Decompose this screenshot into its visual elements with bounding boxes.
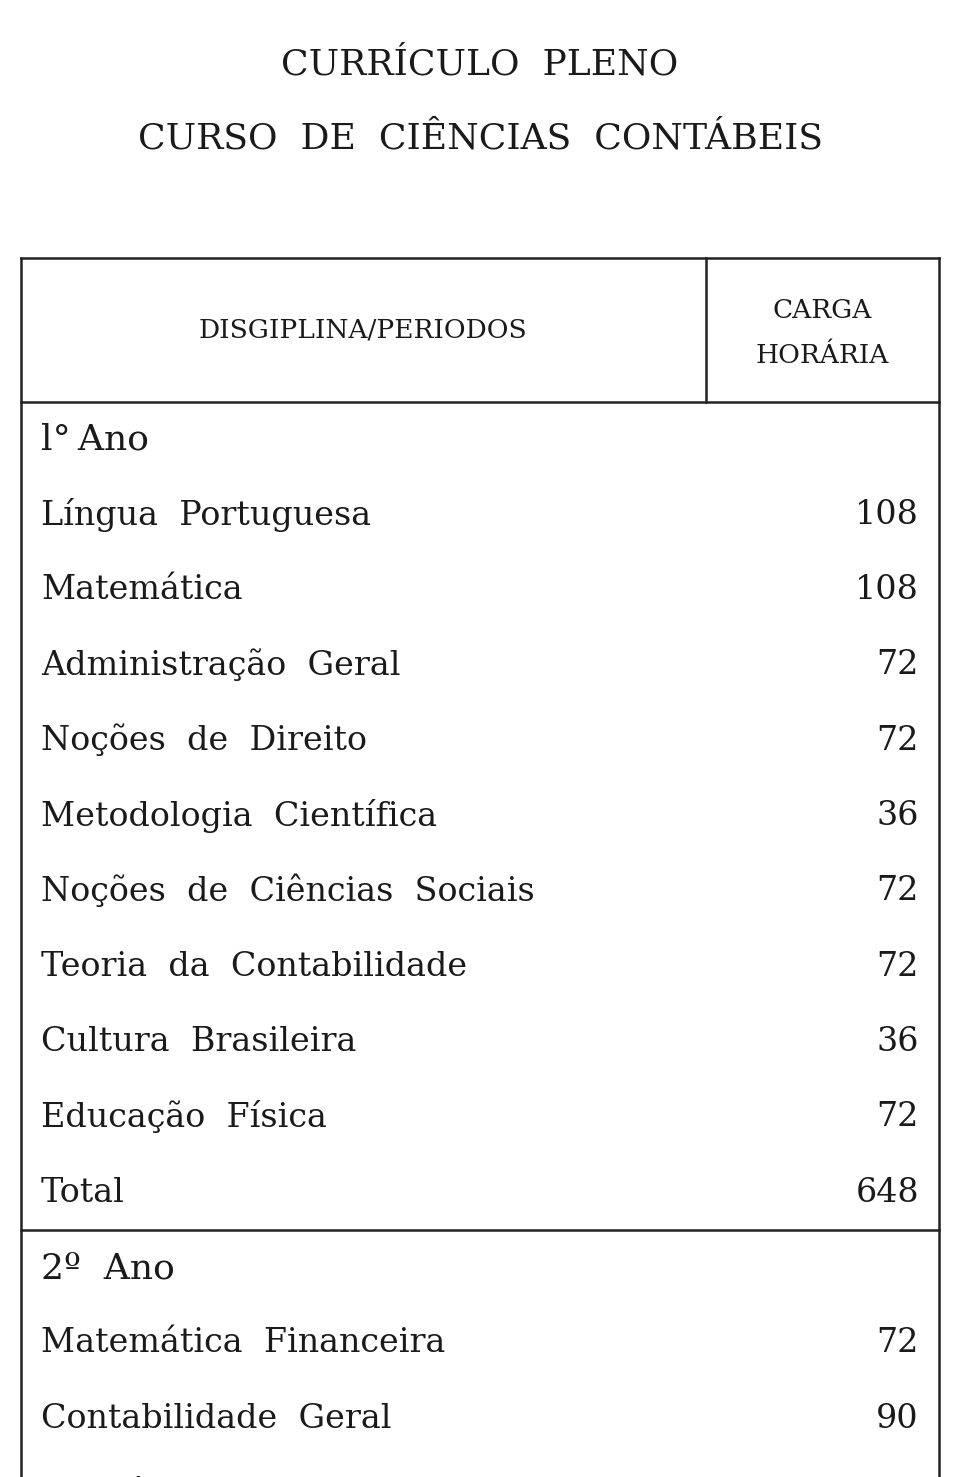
Text: 72: 72 <box>876 951 919 982</box>
Text: Língua  Portuguesa: Língua Portuguesa <box>41 498 372 532</box>
Text: 72: 72 <box>876 1102 919 1133</box>
Text: Educação  Física: Educação Física <box>41 1100 327 1134</box>
Text: CURRÍCULO  PLENO: CURRÍCULO PLENO <box>281 47 679 81</box>
Text: Noções  de  Direito: Noções de Direito <box>41 724 367 758</box>
Text: 72: 72 <box>876 1328 919 1359</box>
Text: 72: 72 <box>876 650 919 681</box>
Text: Metodologia  Científica: Metodologia Científica <box>41 799 437 833</box>
Text: HORÁRIA: HORÁRIA <box>756 343 889 368</box>
Text: 36: 36 <box>876 801 919 832</box>
Text: Noções  de  Ciências  Sociais: Noções de Ciências Sociais <box>41 874 535 908</box>
Text: 36: 36 <box>876 1027 919 1058</box>
Text: 2º  Ano: 2º Ano <box>41 1251 175 1285</box>
Text: 90: 90 <box>876 1403 919 1434</box>
Text: Matemática  Financeira: Matemática Financeira <box>41 1328 445 1359</box>
Text: Cultura  Brasileira: Cultura Brasileira <box>41 1027 356 1058</box>
Text: Administração  Geral: Administração Geral <box>41 648 400 682</box>
Text: 648: 648 <box>855 1177 919 1208</box>
Text: 108: 108 <box>855 499 919 530</box>
Text: Total: Total <box>41 1177 125 1208</box>
Text: Contabilidade  Geral: Contabilidade Geral <box>41 1403 392 1434</box>
Text: l° Ano: l° Ano <box>41 422 149 456</box>
Text: 72: 72 <box>876 725 919 756</box>
Text: 72: 72 <box>876 876 919 907</box>
Text: 108: 108 <box>855 575 919 606</box>
Text: Matemática: Matemática <box>41 575 243 606</box>
Text: CARGA: CARGA <box>773 297 872 322</box>
Text: CURSO  DE  CIÊNCIAS  CONTÁBEIS: CURSO DE CIÊNCIAS CONTÁBEIS <box>137 121 823 155</box>
Text: Teoria  da  Contabilidade: Teoria da Contabilidade <box>41 951 468 982</box>
Text: DISGIPLINA/PERIODOS: DISGIPLINA/PERIODOS <box>199 318 528 343</box>
